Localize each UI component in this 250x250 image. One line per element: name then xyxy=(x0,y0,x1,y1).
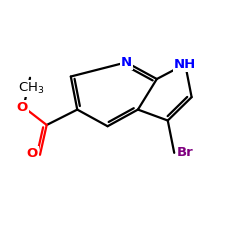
Text: Br: Br xyxy=(177,146,194,159)
Text: CH$_3$: CH$_3$ xyxy=(18,81,44,96)
Text: NH: NH xyxy=(174,58,196,70)
Text: N: N xyxy=(121,56,132,69)
Text: O: O xyxy=(26,147,38,160)
Text: O: O xyxy=(17,100,28,114)
